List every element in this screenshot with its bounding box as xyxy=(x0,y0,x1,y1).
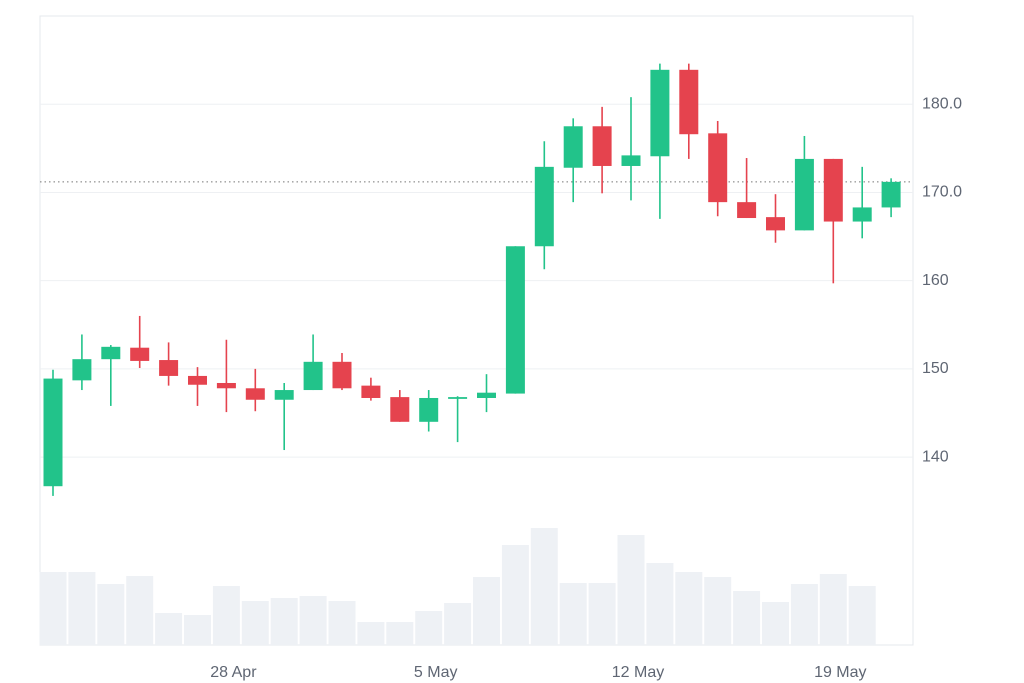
volume-bar xyxy=(39,572,67,645)
volume-bar xyxy=(241,601,269,645)
candle-body xyxy=(303,361,323,391)
volume-bar xyxy=(212,586,240,645)
volume-bar xyxy=(617,535,645,645)
candle-body xyxy=(708,133,728,203)
volume-bar xyxy=(444,603,472,645)
volume-bar xyxy=(328,601,356,645)
volume-bar xyxy=(386,622,414,645)
candle-body xyxy=(505,246,525,394)
x-tick-label: 5 May xyxy=(414,664,458,681)
candle-body xyxy=(101,346,121,360)
volume-bar xyxy=(733,591,761,645)
candle-body xyxy=(332,361,352,389)
volume-bar xyxy=(646,563,674,645)
volume-bar xyxy=(559,583,587,645)
candle-body xyxy=(43,378,63,487)
y-tick-label: 170.0 xyxy=(922,184,962,201)
volume-bar xyxy=(184,615,211,645)
candle-body xyxy=(592,126,612,166)
volume-bar xyxy=(97,584,125,645)
candle-body xyxy=(650,69,670,157)
candle-body xyxy=(534,166,554,247)
volume-bar xyxy=(357,622,385,645)
candle-body xyxy=(419,397,439,422)
candle-body xyxy=(621,155,641,166)
volume-bar xyxy=(588,583,616,645)
volume-bar xyxy=(270,598,298,645)
volume-bar xyxy=(530,528,558,645)
volume-bar xyxy=(848,586,876,645)
candle-body xyxy=(852,207,872,222)
candle-body xyxy=(245,388,265,400)
candle-body xyxy=(361,385,381,398)
y-tick-label: 150 xyxy=(922,360,949,377)
candle-body xyxy=(274,390,294,400)
plot-frame xyxy=(39,15,914,646)
volume-bar xyxy=(415,611,443,645)
volume-bar xyxy=(299,596,327,645)
volume-bar xyxy=(501,545,529,645)
y-tick-label: 160 xyxy=(922,272,949,289)
volume-bar xyxy=(704,577,732,645)
candle-body xyxy=(823,158,843,222)
volume-bar xyxy=(819,574,847,645)
volume-bar xyxy=(155,613,183,645)
volume-bar xyxy=(473,577,500,645)
candle-body xyxy=(159,360,179,376)
candle-body xyxy=(794,158,814,231)
candle-body xyxy=(188,375,207,385)
candle-body xyxy=(679,69,699,135)
candle-body xyxy=(766,217,785,231)
volume-bar xyxy=(762,602,789,645)
candle-body xyxy=(448,397,468,399)
y-tick-label: 140 xyxy=(922,448,949,465)
candle-body xyxy=(72,359,92,381)
candle-body xyxy=(390,397,410,422)
volume-bar xyxy=(675,572,703,645)
volume-bar xyxy=(68,572,96,645)
x-tick-label: 12 May xyxy=(612,664,664,681)
x-tick-label: 19 May xyxy=(814,664,866,681)
candle-body xyxy=(563,126,583,168)
candle-body xyxy=(216,382,236,389)
volume-bar xyxy=(126,576,154,645)
candle-body xyxy=(477,392,496,398)
candle-body xyxy=(881,181,901,208)
x-tick-label: 28 Apr xyxy=(210,664,257,681)
candle-body xyxy=(737,202,757,219)
volume-bar xyxy=(790,584,818,645)
candle-body xyxy=(130,347,150,361)
y-tick-label: 180.0 xyxy=(922,95,962,112)
